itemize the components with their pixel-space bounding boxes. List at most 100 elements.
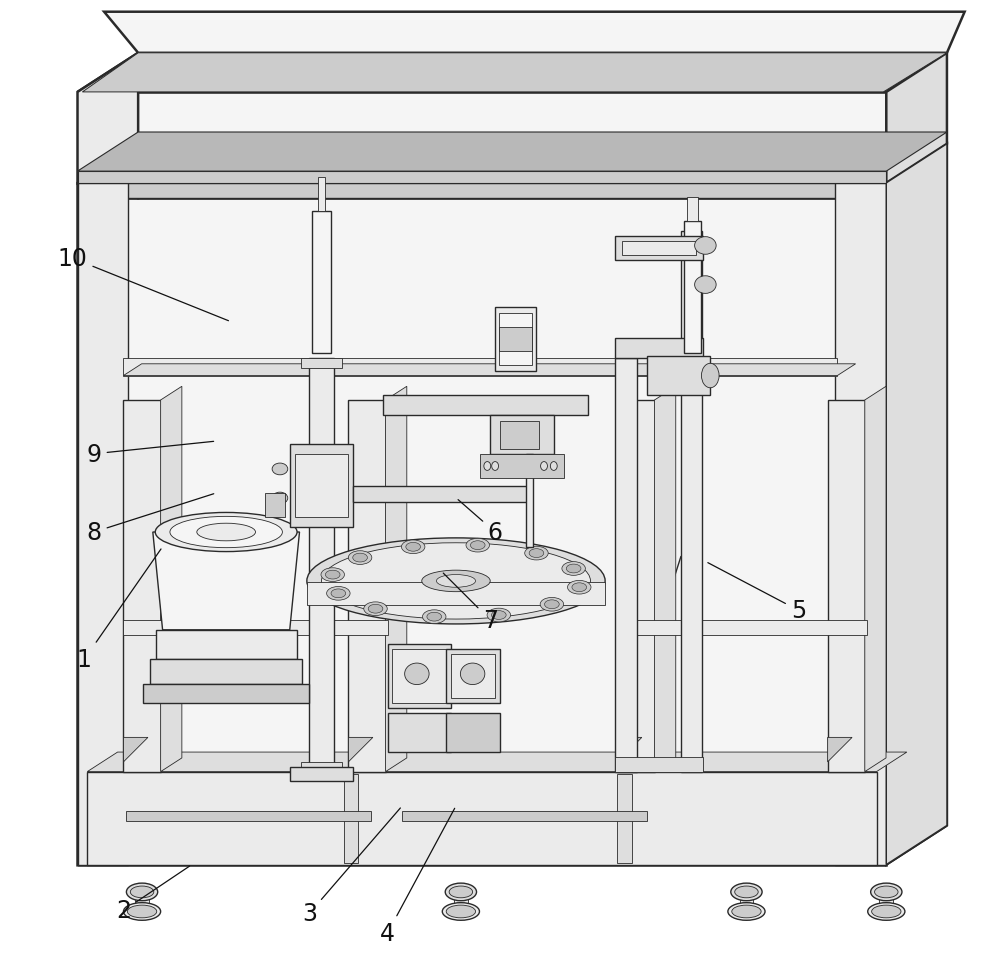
Ellipse shape <box>529 549 544 558</box>
Polygon shape <box>386 387 407 772</box>
Bar <box>495 308 536 371</box>
Bar <box>499 314 532 365</box>
Ellipse shape <box>170 517 282 548</box>
Bar <box>402 811 647 821</box>
Ellipse shape <box>348 551 372 565</box>
Ellipse shape <box>423 611 446 624</box>
Polygon shape <box>104 13 965 54</box>
Ellipse shape <box>545 600 559 609</box>
Polygon shape <box>348 738 373 762</box>
Text: 10: 10 <box>58 247 228 321</box>
Ellipse shape <box>728 903 765 920</box>
Bar <box>383 396 588 415</box>
Bar <box>500 422 539 449</box>
Bar <box>78 184 886 865</box>
Ellipse shape <box>562 562 585 575</box>
Bar <box>123 200 837 826</box>
Ellipse shape <box>126 883 158 901</box>
Bar <box>353 487 529 502</box>
Bar <box>309 359 334 772</box>
Ellipse shape <box>484 462 491 471</box>
Ellipse shape <box>405 663 429 685</box>
Bar <box>318 178 325 212</box>
Polygon shape <box>78 172 886 184</box>
Bar <box>290 445 353 528</box>
Polygon shape <box>78 184 886 198</box>
Text: 6: 6 <box>458 500 503 544</box>
Ellipse shape <box>695 237 716 255</box>
Ellipse shape <box>540 598 564 612</box>
Bar <box>681 232 702 772</box>
Bar <box>499 327 532 352</box>
Bar <box>615 339 703 359</box>
Ellipse shape <box>445 883 477 901</box>
Ellipse shape <box>130 886 154 898</box>
Text: 1: 1 <box>77 549 161 671</box>
Polygon shape <box>865 387 886 772</box>
Ellipse shape <box>401 540 425 554</box>
Text: 4: 4 <box>380 809 455 945</box>
Ellipse shape <box>436 574 476 588</box>
Ellipse shape <box>442 903 479 920</box>
Polygon shape <box>82 54 947 93</box>
Text: 3: 3 <box>302 808 400 925</box>
Text: 5: 5 <box>708 563 806 622</box>
Bar <box>480 454 564 479</box>
Polygon shape <box>78 145 947 184</box>
Bar <box>687 197 698 222</box>
Ellipse shape <box>875 886 898 898</box>
Ellipse shape <box>155 513 297 552</box>
Ellipse shape <box>327 587 350 601</box>
Polygon shape <box>78 93 886 184</box>
Bar <box>265 493 285 518</box>
Ellipse shape <box>331 589 346 598</box>
Ellipse shape <box>364 602 387 616</box>
Polygon shape <box>78 54 138 184</box>
Polygon shape <box>78 133 947 172</box>
Bar <box>617 620 867 635</box>
Polygon shape <box>123 364 856 376</box>
Bar <box>150 659 302 684</box>
Ellipse shape <box>449 886 473 898</box>
Ellipse shape <box>460 663 485 685</box>
Ellipse shape <box>470 541 485 550</box>
Ellipse shape <box>735 886 758 898</box>
Polygon shape <box>78 54 947 93</box>
Bar <box>123 401 161 772</box>
Polygon shape <box>78 145 138 865</box>
Polygon shape <box>153 532 300 630</box>
Bar <box>446 650 500 703</box>
Polygon shape <box>87 752 907 772</box>
Ellipse shape <box>325 571 340 579</box>
Bar <box>295 454 348 518</box>
Bar <box>123 620 388 635</box>
Bar <box>156 630 297 659</box>
Bar <box>647 357 710 396</box>
Bar <box>290 767 353 782</box>
Bar <box>143 684 309 703</box>
Text: 9: 9 <box>87 442 214 466</box>
Bar <box>615 757 703 772</box>
Ellipse shape <box>568 580 591 594</box>
Text: 7: 7 <box>443 573 498 632</box>
Bar <box>828 401 865 772</box>
Bar <box>526 454 533 547</box>
Ellipse shape <box>525 547 548 561</box>
Ellipse shape <box>731 883 762 901</box>
Ellipse shape <box>321 569 344 582</box>
Bar <box>348 401 386 772</box>
Ellipse shape <box>541 462 547 471</box>
Ellipse shape <box>197 524 256 541</box>
Bar <box>388 645 451 708</box>
Ellipse shape <box>487 609 511 622</box>
Bar <box>87 772 877 865</box>
Bar <box>126 811 371 821</box>
Ellipse shape <box>123 903 161 920</box>
Bar <box>392 650 446 703</box>
Bar <box>123 359 837 376</box>
Bar <box>312 212 331 354</box>
Bar <box>622 241 696 256</box>
Bar <box>617 401 655 772</box>
Bar <box>388 713 451 752</box>
Polygon shape <box>886 145 947 865</box>
